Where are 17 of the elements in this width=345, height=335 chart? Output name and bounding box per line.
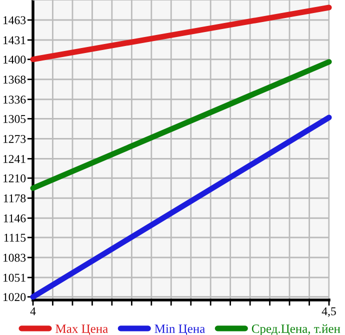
y-tick-label: 1463 [3,16,26,24]
y-tick-label: 1115 [4,234,26,242]
y-tick-label: 1178 [4,194,26,202]
y-tick-label: 1400 [3,56,26,64]
y-tick-label: 1336 [3,96,26,104]
y-tick-label: 1368 [3,76,26,84]
y-tick-label: 1241 [3,155,26,163]
y-tick-label: 1051 [3,274,26,282]
x-tick-label: 4,5 [322,307,336,317]
y-tick-label: 1083 [3,254,26,262]
y-tick-label: 1020 [3,293,26,302]
x-tick-label: 4 [30,307,36,316]
y-tick-label: 1273 [3,135,26,143]
y-tick-label: 1305 [3,114,26,123]
y-tick-label: 1210 [3,174,26,182]
y-tick-label: 1431 [3,36,26,44]
y-tick-label: 1146 [4,214,26,222]
